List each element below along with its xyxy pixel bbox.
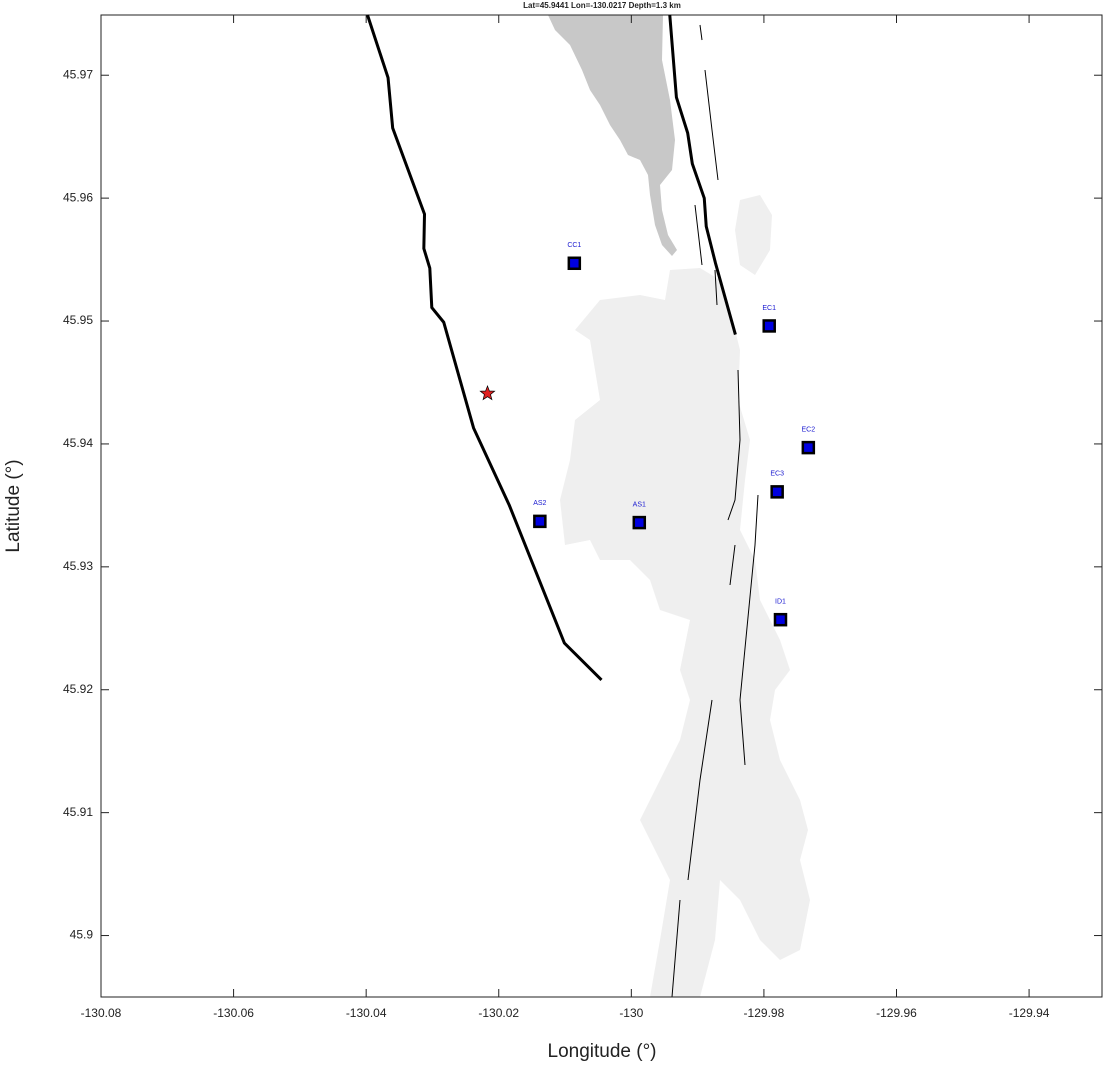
ship-track xyxy=(668,14,737,335)
station-marker xyxy=(632,515,647,530)
y-tick-label: 45.93 xyxy=(63,559,93,573)
x-axis-label: Longitude (°) xyxy=(548,1041,657,1062)
x-tick-label: -129.94 xyxy=(1009,1006,1050,1020)
y-tick-label: 45.92 xyxy=(63,682,93,696)
x-tick-label: -130.08 xyxy=(81,1006,122,1020)
station-label: AS2 xyxy=(533,500,546,507)
x-tick-label: -129.98 xyxy=(744,1006,785,1020)
chart-title: Lat=45.9441 Lon=-130.0217 Depth=1.3 km xyxy=(523,1,681,10)
y-tick-label: 45.97 xyxy=(63,67,93,81)
station-marker xyxy=(762,319,776,333)
station-label: EC1 xyxy=(762,305,776,312)
station-label: CC1 xyxy=(567,242,581,249)
plot-frame xyxy=(100,14,1103,998)
y-tick-label: 45.9 xyxy=(70,928,94,942)
ship-track xyxy=(366,14,603,681)
y-tick-label: 45.96 xyxy=(63,190,93,204)
seafloor-shade xyxy=(735,195,772,275)
station-marker xyxy=(567,256,582,271)
bathymetry xyxy=(548,15,810,998)
station-marker xyxy=(801,440,816,455)
event-star xyxy=(479,385,496,401)
station-marker xyxy=(770,485,784,499)
x-tick-label: -129.96 xyxy=(876,1006,917,1020)
x-tick-label: -130.06 xyxy=(213,1006,254,1020)
x-tick-label: -130 xyxy=(619,1006,643,1020)
station-label: EC3 xyxy=(770,471,784,478)
station-label: EC2 xyxy=(802,426,816,433)
station-marker xyxy=(533,514,547,529)
fissure xyxy=(671,24,759,998)
x-tick-label: -130.04 xyxy=(346,1006,387,1020)
y-axis-label: Latitude (°) xyxy=(3,459,24,552)
y-tick-label: 45.91 xyxy=(63,805,93,819)
station-label: ID1 xyxy=(775,599,786,606)
y-tick-label: 45.94 xyxy=(63,436,93,450)
seafloor-shade xyxy=(560,268,810,997)
x-tick-label: -130.02 xyxy=(478,1006,519,1020)
seafloor-shade-dark xyxy=(548,15,677,256)
y-tick-label: 45.95 xyxy=(63,313,93,327)
station-label: AS1 xyxy=(633,501,646,508)
station-marker xyxy=(773,612,788,627)
